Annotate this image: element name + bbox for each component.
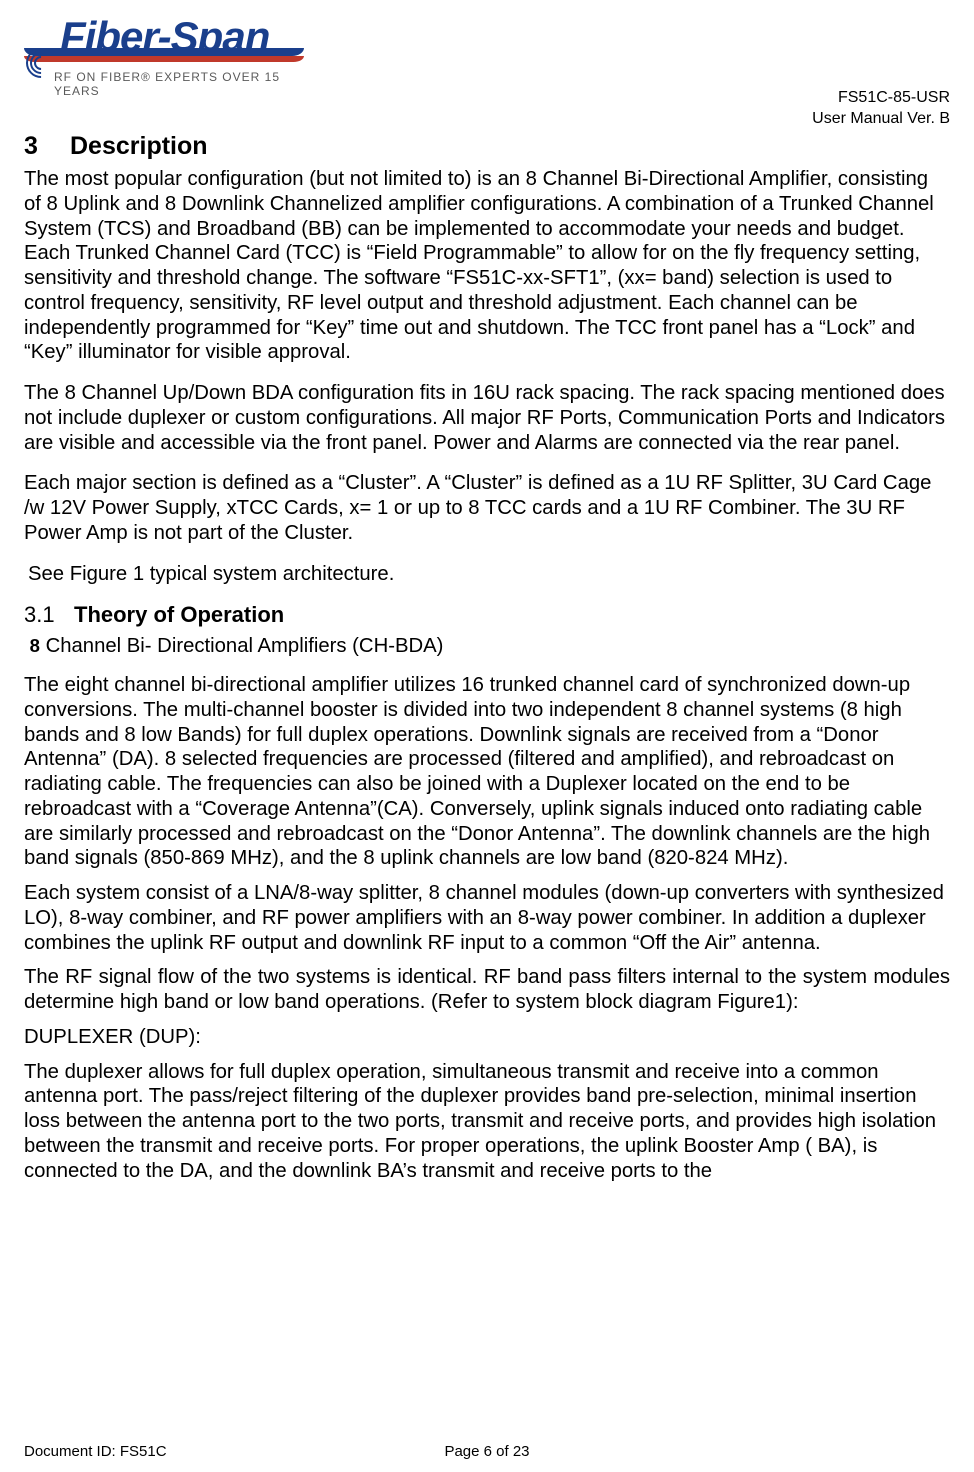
footer-spacer	[587, 1443, 950, 1460]
section-heading-3: 3Description	[24, 132, 950, 161]
subsection-title: Theory of Operation	[74, 602, 284, 627]
page: Fiber-Span RF ON FIBER® EXPERTS OVER 15 …	[0, 0, 974, 1472]
paragraph-subheader: 8 Channel Bi- Directional Amplifiers (CH…	[24, 634, 950, 659]
footer-document-id: Document ID: FS51C	[24, 1443, 387, 1460]
paragraph: Each major section is defined as a “Clus…	[24, 471, 950, 545]
logo-tagline: RF ON FIBER® EXPERTS OVER 15 YEARS	[54, 70, 304, 98]
section-title: Description	[70, 132, 208, 160]
logo-swoosh-icon	[24, 48, 304, 70]
paragraph: The 8 Channel Up/Down BDA configuration …	[24, 381, 950, 455]
subsection-number: 3.1	[24, 602, 74, 628]
header-doc-version: User Manual Ver. B	[812, 109, 950, 130]
paragraph-duplexer-heading: DUPLEXER (DUP):	[24, 1025, 950, 1050]
paragraph: Each system consist of a LNA/8-way split…	[24, 881, 950, 955]
paragraph: The most popular configuration (but not …	[24, 167, 950, 365]
document-body: 3Description The most popular configurat…	[24, 132, 950, 1183]
paragraph: The RF signal flow of the two systems is…	[24, 965, 950, 1015]
header-doc-code: FS51C-85-USR	[812, 88, 950, 109]
header-doc-id-block: FS51C-85-USR User Manual Ver. B	[812, 88, 950, 130]
footer-page-number: Page 6 of 23	[387, 1443, 587, 1460]
page-footer: Document ID: FS51C Page 6 of 23	[24, 1443, 950, 1460]
section-number: 3	[24, 132, 70, 161]
figure-reference: See Figure 1 typical system architecture…	[24, 562, 950, 587]
paragraph: The eight channel bi-directional amplifi…	[24, 673, 950, 871]
paragraph: The duplexer allows for full duplex oper…	[24, 1060, 950, 1184]
section-heading-3-1: 3.1Theory of Operation	[24, 602, 950, 628]
company-logo: Fiber-Span RF ON FIBER® EXPERTS OVER 15 …	[24, 10, 304, 102]
